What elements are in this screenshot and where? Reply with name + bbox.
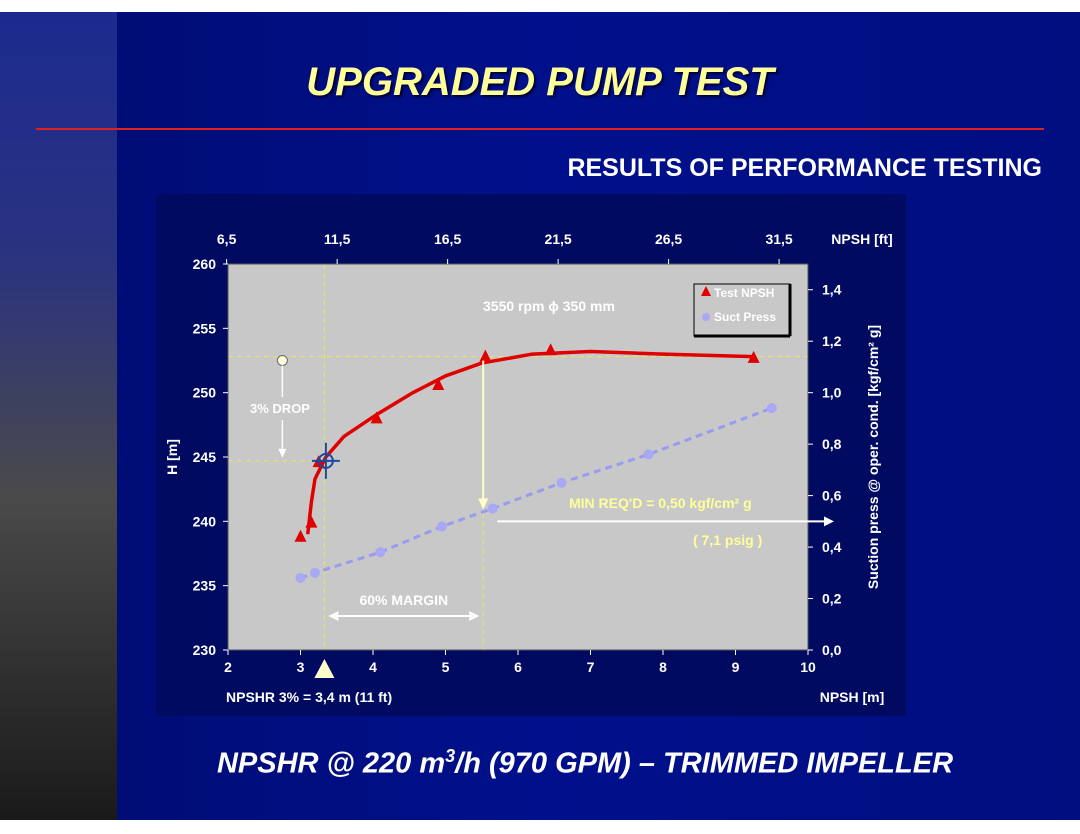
y-right-tick-label: 1,0 <box>822 385 842 401</box>
margin-arrowhead-left <box>328 611 339 621</box>
margin-label: 60% MARGIN <box>359 592 448 608</box>
y-right-tick-label: 1,2 <box>822 333 842 349</box>
suct-press-point <box>310 567 320 578</box>
slide-title: UPGRADED PUMP TEST <box>306 60 774 104</box>
margin-arrowhead-right <box>469 611 480 621</box>
drop-label: 3% DROP <box>250 401 310 416</box>
title-divider <box>36 128 1044 130</box>
y-right-tick-label: 0,0 <box>822 642 842 658</box>
x-top-tick-label: 31,5 <box>765 231 792 247</box>
footer-superscript: 3 <box>445 746 456 766</box>
min-req-label: MIN REQ'D = 0,50 kgf/cm² g <box>569 495 752 511</box>
footer-prefix: NPSHR @ 220 m <box>216 747 446 780</box>
y-left-tick-label: 260 <box>193 256 217 272</box>
suct-press-point <box>375 547 386 558</box>
x-top-tick-label: 21,5 <box>544 231 571 247</box>
y-left-tick-label: 255 <box>193 320 217 336</box>
test-npsh-point <box>294 529 307 542</box>
x-tick-label: 6 <box>514 659 522 675</box>
min-req-right-arrowhead <box>824 516 834 527</box>
npshr-result-label: NPSHR 3% = 3,4 m (11 ft) <box>226 689 392 705</box>
suct-press-point <box>295 572 306 583</box>
x-top-axis-label: NPSH [ft] <box>831 231 892 247</box>
x-top-tick-label: 11,5 <box>324 231 351 247</box>
suct-press-point <box>487 503 498 514</box>
drop-marker <box>276 355 288 366</box>
drop-arrowhead <box>278 448 287 458</box>
y-right-tick-label: 0,6 <box>822 488 842 504</box>
y-left-tick-label: 250 <box>193 385 217 401</box>
test-npsh-point <box>479 349 492 362</box>
npshr-axis-marker <box>314 659 335 678</box>
y-right-tick-label: 0,4 <box>822 539 842 555</box>
test-npsh-point <box>544 343 557 356</box>
test-npsh-point <box>305 515 318 528</box>
y-right-tick-label: 1,4 <box>822 282 842 298</box>
suct-press-point <box>766 403 777 414</box>
x-tick-label: 9 <box>732 659 740 675</box>
suct-press-point <box>556 477 567 488</box>
x-top-tick-label: 26,5 <box>655 231 682 247</box>
legend-suct-marker <box>702 313 710 321</box>
y-right-tick-label: 0,2 <box>822 591 842 607</box>
min-req-down-arrowhead <box>478 498 489 510</box>
speed-annotation: 3550 rpm ϕ 350 mm <box>483 298 615 314</box>
x-tick-label: 7 <box>587 659 595 675</box>
slide-subtitle: RESULTS OF PERFORMANCE TESTING <box>567 154 1042 182</box>
test-npsh-point <box>432 377 445 390</box>
y-left-tick-label: 240 <box>193 513 217 529</box>
y-left-tick-label: 230 <box>193 642 217 658</box>
suct-press-point <box>436 521 447 532</box>
left-gradient-strip <box>0 12 117 820</box>
test-npsh-point <box>370 411 383 424</box>
y-left-tick-label: 235 <box>193 578 217 594</box>
x-tick-label: 4 <box>369 659 377 675</box>
legend-test-marker <box>701 286 711 296</box>
y-left-tick-label: 245 <box>193 449 217 465</box>
x-tick-label: 2 <box>224 659 232 675</box>
x-tick-label: 8 <box>659 659 667 675</box>
legend-suct-label: Suct Press <box>714 310 776 324</box>
suct-press-line <box>299 406 773 580</box>
x-tick-label: 10 <box>800 659 816 675</box>
y-right-tick-label: 0,8 <box>822 436 842 452</box>
x-tick-label: 3 <box>297 659 305 675</box>
legend-test-label: Test NPSH <box>714 286 774 300</box>
x-top-tick-label: 6,5 <box>217 231 237 247</box>
x-top-tick-label: 16,5 <box>434 231 461 247</box>
test-npsh-point <box>747 350 760 363</box>
suct-press-point <box>643 449 654 460</box>
x-axis-label: NPSH [m] <box>820 689 885 705</box>
drop-label-bg <box>240 398 320 418</box>
min-req-psig: ( 7,1 psig ) <box>693 532 762 548</box>
x-tick-label: 5 <box>442 659 450 675</box>
footer-suffix: /h (970 GPM) – TRIMMED IMPELLER <box>455 747 954 780</box>
y-left-axis-label: H [m] <box>164 439 180 475</box>
slide-footer: NPSHR @ 220 m3/h (970 GPM) – TRIMMED IMP… <box>0 746 1080 781</box>
test-npsh-curve <box>306 349 754 535</box>
y-right-axis-label: Suction press @ oper. cond. [kgf/cm² g] <box>865 325 881 589</box>
